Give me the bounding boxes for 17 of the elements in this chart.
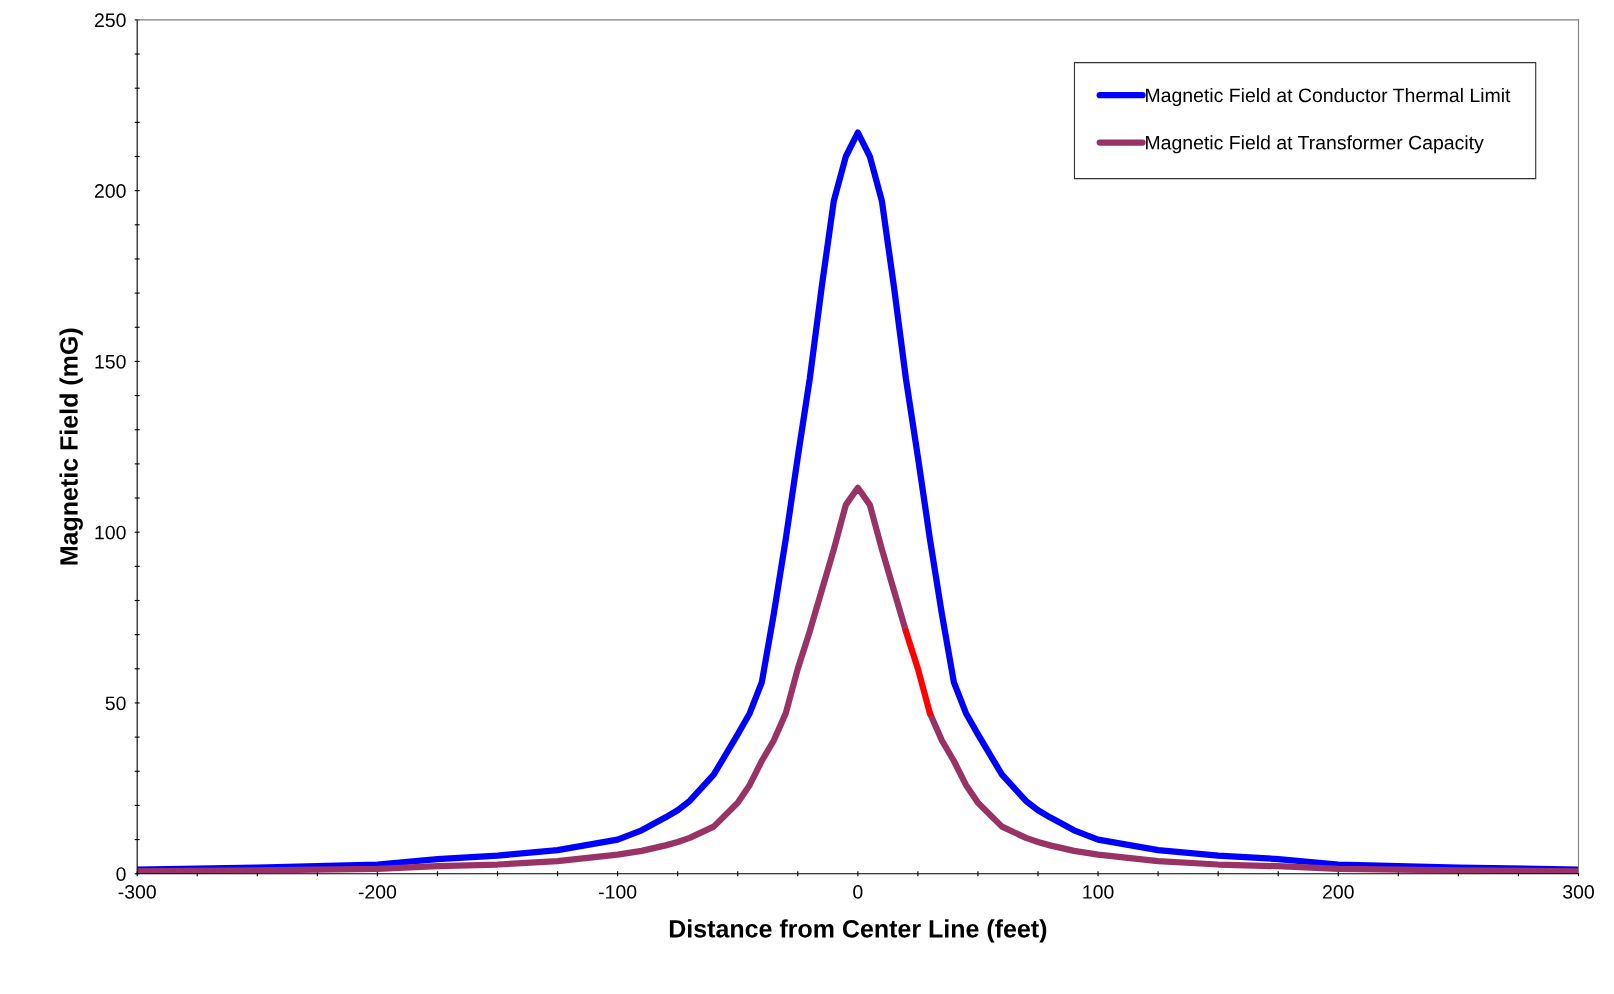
- x-tick-label: -100: [599, 885, 637, 899]
- y-tick-label: 200: [94, 184, 126, 198]
- y-tick-label: 50: [105, 696, 126, 711]
- x-tick-label: -200: [358, 885, 397, 899]
- x-tick-label: -300: [118, 885, 156, 899]
- x-tick-label: 300: [1563, 885, 1594, 899]
- x-tick-label: 100: [1083, 885, 1114, 899]
- legend-label: Magnetic Field at Transformer Capacity: [1146, 135, 1484, 154]
- y-tick-label: 100: [95, 525, 126, 540]
- x-tick-label: 200: [1323, 885, 1354, 899]
- x-axis-title: Distance from Center Line (feet): [669, 919, 1047, 943]
- y-tick-label: 150: [95, 354, 126, 369]
- y-axis-title: Magnetic Field (mG): [59, 328, 83, 565]
- x-tick-label: 0: [853, 885, 863, 899]
- y-tick-label: 0: [116, 867, 126, 881]
- y-tick-label: 250: [94, 13, 126, 28]
- legend-label: Magnetic Field at Conductor Thermal Limit: [1146, 87, 1511, 107]
